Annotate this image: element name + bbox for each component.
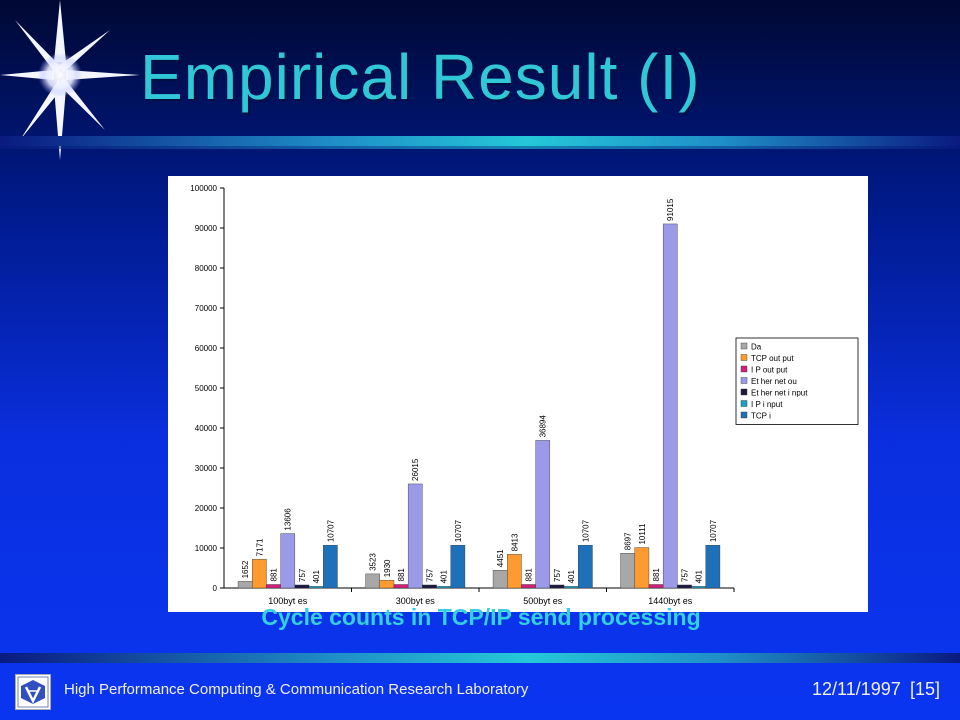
bar <box>662 223 678 589</box>
legend-entry: TCP i <box>751 412 771 421</box>
y-tick-label: 0 <box>213 584 218 593</box>
x-tick-label: 100byt es <box>268 596 308 606</box>
bar <box>252 559 267 589</box>
bar-data-label: 757 <box>680 568 689 582</box>
bar <box>492 569 508 589</box>
legend-swatch <box>740 388 748 396</box>
bar-data-label: 401 <box>695 569 704 583</box>
bar <box>620 553 635 589</box>
bar-data-label: 757 <box>425 568 434 582</box>
bottom-divider <box>0 653 960 663</box>
bar <box>308 586 324 589</box>
footer-lab-name: High Performance Computing & Communicati… <box>64 681 529 698</box>
bar-data-label: 1652 <box>241 560 250 578</box>
bar <box>436 586 451 589</box>
x-tick-label: 1440byt es <box>648 596 693 606</box>
bar-data-label: 36894 <box>539 415 548 438</box>
legend-entry: Et her net i nput <box>751 389 808 398</box>
bar <box>535 440 551 589</box>
bar <box>677 584 692 589</box>
top-divider <box>0 136 960 146</box>
bar <box>450 544 466 589</box>
bar <box>323 544 338 589</box>
bar-data-label: 3523 <box>369 553 378 571</box>
bar <box>691 586 706 589</box>
bar-data-label: 757 <box>553 568 562 582</box>
y-tick-label: 90000 <box>195 224 218 233</box>
legend-entry: I P out put <box>751 366 788 375</box>
bar <box>634 547 650 589</box>
x-tick-label: 300byt es <box>396 596 436 606</box>
bar-data-label: 10707 <box>326 519 335 542</box>
y-tick-label: 70000 <box>195 304 218 313</box>
bar <box>294 584 310 589</box>
footer-date: 12/11/1997 <box>812 679 901 699</box>
bar <box>379 580 395 589</box>
bar <box>280 533 296 589</box>
bar-data-label: 7171 <box>255 538 264 556</box>
bar <box>393 584 409 589</box>
legend-swatch <box>740 354 748 361</box>
bar-data-label: 881 <box>652 568 661 582</box>
x-tick-label: 500byt es <box>523 596 563 606</box>
legend-entry: I P i nput <box>751 400 783 409</box>
top-divider-thin <box>0 146 960 149</box>
bar <box>549 584 565 589</box>
legend-box <box>735 337 859 425</box>
bar <box>407 483 423 589</box>
bar-data-label: 401 <box>440 569 449 583</box>
bar <box>422 584 437 589</box>
bar-data-label: 757 <box>298 568 307 582</box>
bar <box>648 584 664 589</box>
y-tick-label: 10000 <box>195 544 218 553</box>
legend-swatch <box>740 342 748 350</box>
legend-swatch <box>740 400 748 407</box>
bar-data-label: 881 <box>397 568 406 582</box>
bar-data-label: 26015 <box>411 458 420 481</box>
bar-data-label: 91015 <box>666 198 675 221</box>
y-tick-label: 60000 <box>195 344 218 353</box>
y-tick-label: 80000 <box>195 264 218 273</box>
bar <box>507 554 522 589</box>
bar-data-label: 8413 <box>510 533 519 551</box>
star-decoration-icon <box>0 0 140 160</box>
legend-swatch <box>740 411 748 419</box>
legend-entry: TCP out put <box>751 354 794 363</box>
bar <box>563 586 579 589</box>
chart-caption: Cycle counts in TCP/IP send processing <box>261 604 701 630</box>
bar <box>705 544 721 589</box>
bar-data-label: 1930 <box>383 559 392 577</box>
y-tick-label: 50000 <box>195 384 218 393</box>
slide-title: Empirical Result (I) <box>140 41 701 113</box>
y-tick-label: 20000 <box>195 504 218 513</box>
bar-data-label: 881 <box>270 568 279 582</box>
bar-data-label: 4451 <box>496 549 505 567</box>
lab-logo-icon <box>15 674 51 710</box>
legend-swatch <box>740 365 748 373</box>
bar-data-label: 13606 <box>284 508 293 531</box>
bar <box>237 581 253 589</box>
bar-data-label: 881 <box>525 568 534 582</box>
bar-data-label: 10707 <box>454 519 463 542</box>
bar <box>521 584 536 589</box>
bar-data-label: 10111 <box>638 523 647 545</box>
bar-data-label: 8697 <box>624 532 633 550</box>
bar-data-label: 401 <box>567 569 576 583</box>
footer-page-number: [15] <box>910 679 941 699</box>
bar-data-label: 401 <box>312 569 321 583</box>
bar-data-label: 10707 <box>709 519 718 542</box>
y-tick-label: 100000 <box>190 184 217 193</box>
y-tick-label: 40000 <box>195 424 218 433</box>
legend-swatch <box>740 377 748 384</box>
y-tick-label: 30000 <box>195 464 218 473</box>
bar-data-label: 10707 <box>581 519 590 542</box>
bar <box>578 544 593 589</box>
legend-entry: Et her net ou <box>751 377 797 386</box>
bar <box>266 584 281 589</box>
legend-entry: Da <box>751 343 762 352</box>
bar <box>365 573 380 589</box>
